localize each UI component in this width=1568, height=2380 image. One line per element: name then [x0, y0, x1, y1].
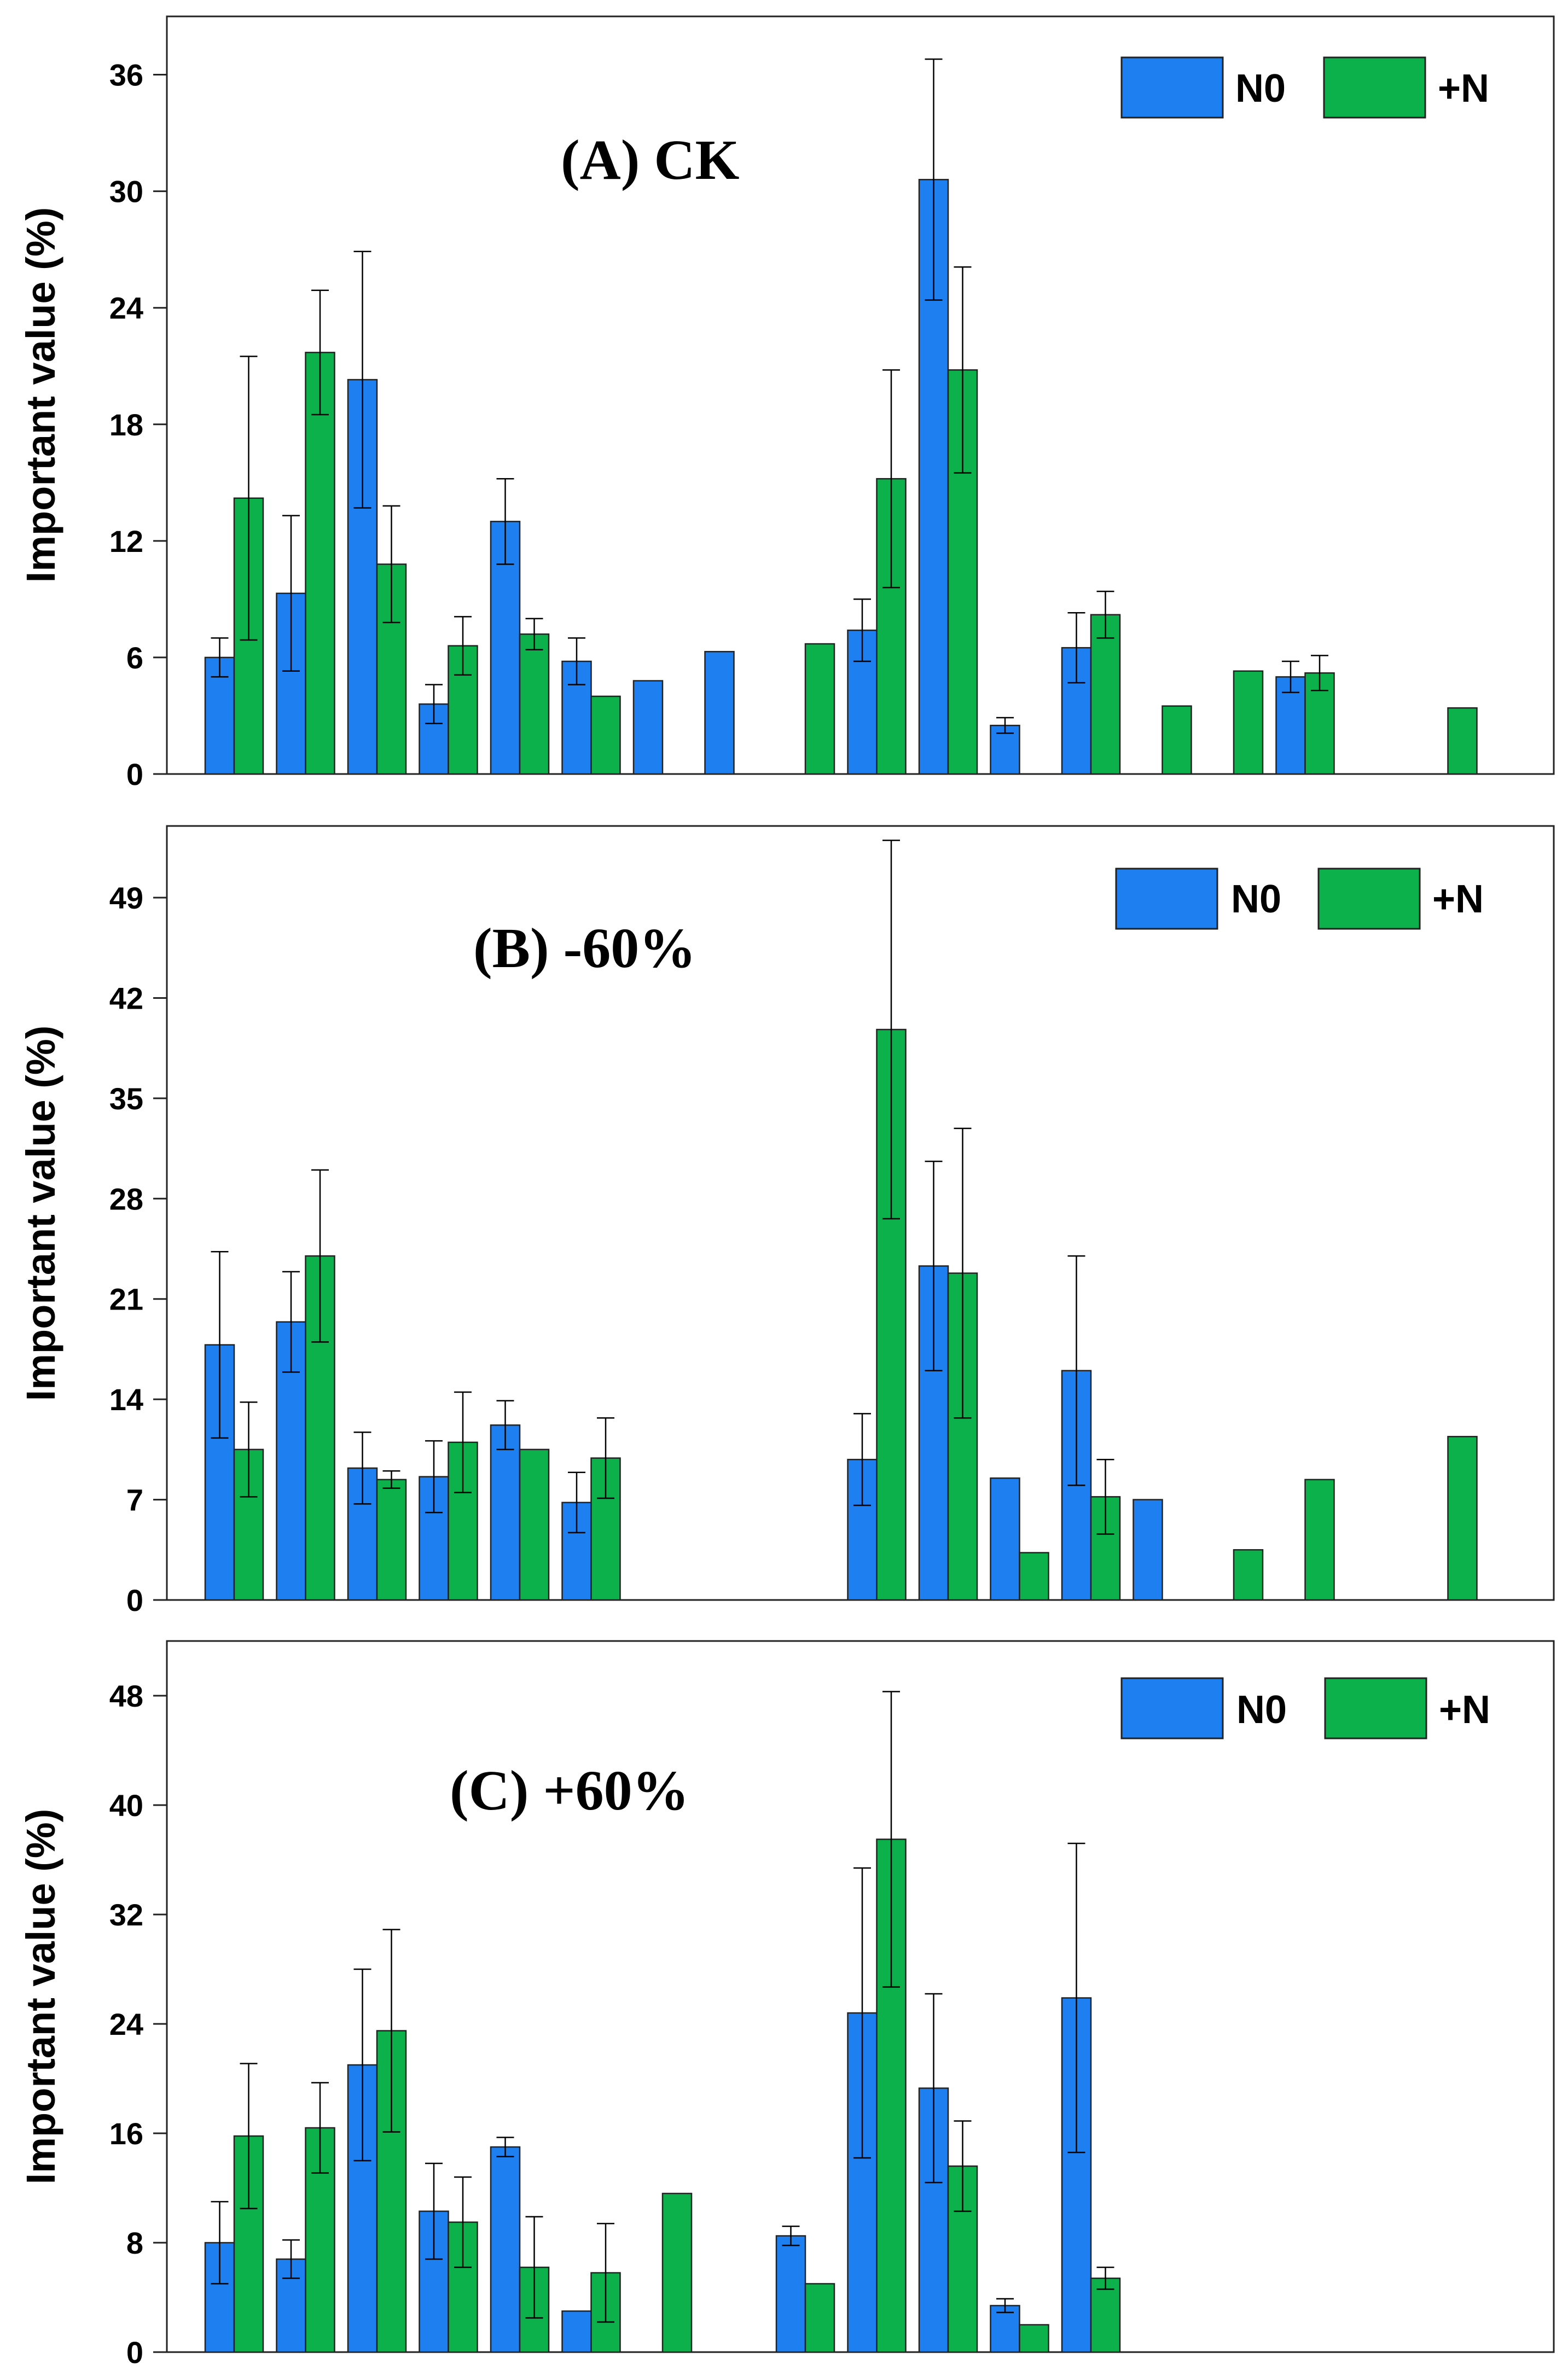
bar-series [204, 839, 1478, 1601]
legend: N0 +N [1120, 56, 1489, 119]
legend: N0 +N [1120, 1677, 1490, 1739]
bar-plus-n [804, 643, 835, 775]
y-axis-title: Important value (%) [18, 1809, 63, 2185]
y-tick-label: 7 [126, 1483, 143, 1517]
bar-plus-n [519, 633, 550, 775]
panel-title: (C) +60% [450, 1759, 689, 1822]
y-tick-label: 36 [109, 58, 143, 92]
y-tick-label: 16 [109, 2116, 143, 2151]
y-tick-label: 32 [109, 1898, 143, 1932]
legend-label-n0: N0 [1235, 67, 1286, 110]
bar-plus-n [519, 1448, 550, 1601]
legend-swatch-n0 [1120, 1677, 1224, 1739]
y-tick-label: 8 [126, 2226, 143, 2260]
bar-n0 [632, 680, 664, 775]
bar-n0 [775, 2235, 806, 2353]
panel-title: (A) CK [561, 129, 739, 191]
y-tick-label: 42 [109, 981, 143, 1015]
bar-plus-n [1447, 707, 1478, 775]
legend: N0 +N [1115, 868, 1484, 930]
y-tick-label: 21 [109, 1282, 143, 1317]
y-tick-label: 35 [109, 1081, 143, 1116]
panel-title: (B) -60% [473, 917, 696, 980]
y-tick-label: 0 [126, 1583, 143, 1617]
legend-swatch-n0 [1120, 56, 1224, 119]
bar-series [204, 58, 1478, 775]
bar-plus-n [1304, 1479, 1335, 1601]
panel-c: Important value (%) (C) +60% 0 8 16 24 32 40 4… [18, 1640, 1555, 2370]
bar-n0 [490, 1424, 521, 1601]
bar-plus-n [804, 2283, 835, 2353]
panel-a: Important value (%) (A) CK 061218243036 … [18, 15, 1555, 792]
panel-b: Important value (%) (B) -60% 0 7 14 21 28 35 4… [18, 825, 1555, 1617]
bar-plus-n [448, 2221, 478, 2353]
bar-plus-n [661, 2192, 693, 2353]
y-tick-label: 24 [109, 2007, 143, 2041]
bar-plus-n [1019, 2324, 1049, 2353]
y-tick-label: 18 [109, 408, 143, 442]
bar-n0 [490, 2146, 521, 2353]
bar-plus-n [1233, 670, 1264, 775]
legend-label-plus-n: +N [1438, 67, 1489, 110]
y-axis-ticks: 0 7 14 21 28 35 42 49 [109, 881, 167, 1617]
legend-swatch-plus-n [1324, 1677, 1427, 1739]
bar-plus-n [1162, 705, 1192, 775]
legend-label-n0: N0 [1231, 877, 1281, 921]
bar-n0 [561, 2310, 592, 2353]
y-tick-label: 6 [126, 641, 143, 675]
y-axis-ticks: 0 8 16 24 32 40 48 [109, 1679, 167, 2370]
legend-label-n0: N0 [1236, 1688, 1287, 1732]
bar-plus-n [376, 1479, 407, 1601]
bar-plus-n [1019, 1552, 1049, 1601]
y-axis-ticks: 0 6 12 18 24 30 36 [109, 58, 167, 792]
bar-plus-n [305, 352, 335, 775]
bar-n0 [1133, 1499, 1163, 1601]
y-tick-label: 14 [109, 1382, 143, 1417]
y-tick-label: 28 [109, 1182, 143, 1216]
bar-plus-n [1233, 1549, 1264, 1601]
bar-plus-n [590, 695, 621, 775]
bar-plus-n [1090, 2277, 1121, 2353]
legend-swatch-n0 [1115, 868, 1218, 930]
legend-label-plus-n: +N [1432, 877, 1484, 921]
y-axis-title: Important value (%) [18, 207, 63, 583]
bar-series [204, 1691, 1121, 2353]
y-tick-label: 48 [109, 1679, 143, 1713]
y-tick-label: 24 [109, 291, 143, 325]
y-tick-label: 12 [109, 524, 143, 558]
y-tick-label: 49 [109, 881, 143, 915]
y-tick-label: 0 [126, 2335, 143, 2370]
bar-n0 [704, 651, 735, 775]
legend-label-plus-n: +N [1439, 1688, 1490, 1732]
bar-plus-n [1090, 614, 1121, 775]
legend-swatch-plus-n [1317, 868, 1421, 930]
bar-n0 [990, 1477, 1020, 1601]
y-tick-label: 0 [126, 757, 143, 792]
y-tick-label: 40 [109, 1788, 143, 1823]
y-tick-label: 30 [109, 174, 143, 209]
legend-swatch-plus-n [1323, 56, 1426, 119]
y-axis-title: Important value (%) [18, 1026, 63, 1401]
bar-plus-n [1447, 1436, 1478, 1601]
